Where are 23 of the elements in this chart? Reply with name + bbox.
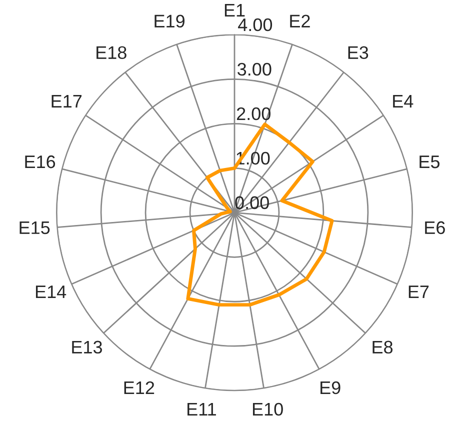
spoke-label: E3 bbox=[348, 46, 368, 60]
spoke-label: E1 bbox=[224, 4, 245, 16]
spoke-label: E18 bbox=[96, 46, 126, 60]
spoke-label: E10 bbox=[252, 402, 283, 416]
spoke-label: E13 bbox=[72, 340, 102, 354]
spoke-label: E16 bbox=[25, 155, 56, 168]
y-tick-label: 4.00 bbox=[238, 18, 272, 32]
spoke-label: E17 bbox=[52, 95, 82, 108]
y-tick-label: 3.00 bbox=[238, 62, 272, 76]
y-tick-label: 0.00 bbox=[235, 196, 269, 210]
spoke-label: E9 bbox=[320, 381, 340, 394]
spoke-label: E11 bbox=[188, 403, 216, 416]
spoke-label: E4 bbox=[393, 95, 414, 108]
spoke-label: E6 bbox=[425, 221, 445, 234]
spoke-label: E15 bbox=[20, 221, 50, 234]
spoke-label: E2 bbox=[290, 14, 310, 28]
spoke-label: E7 bbox=[408, 286, 429, 298]
spoke-label: E19 bbox=[154, 14, 184, 28]
y-tick-label: 2.00 bbox=[236, 107, 270, 120]
spoke-label: E5 bbox=[420, 156, 440, 168]
spoke-label: E12 bbox=[124, 381, 154, 394]
spoke-label: E14 bbox=[36, 286, 66, 298]
spoke-label: E8 bbox=[372, 340, 393, 354]
